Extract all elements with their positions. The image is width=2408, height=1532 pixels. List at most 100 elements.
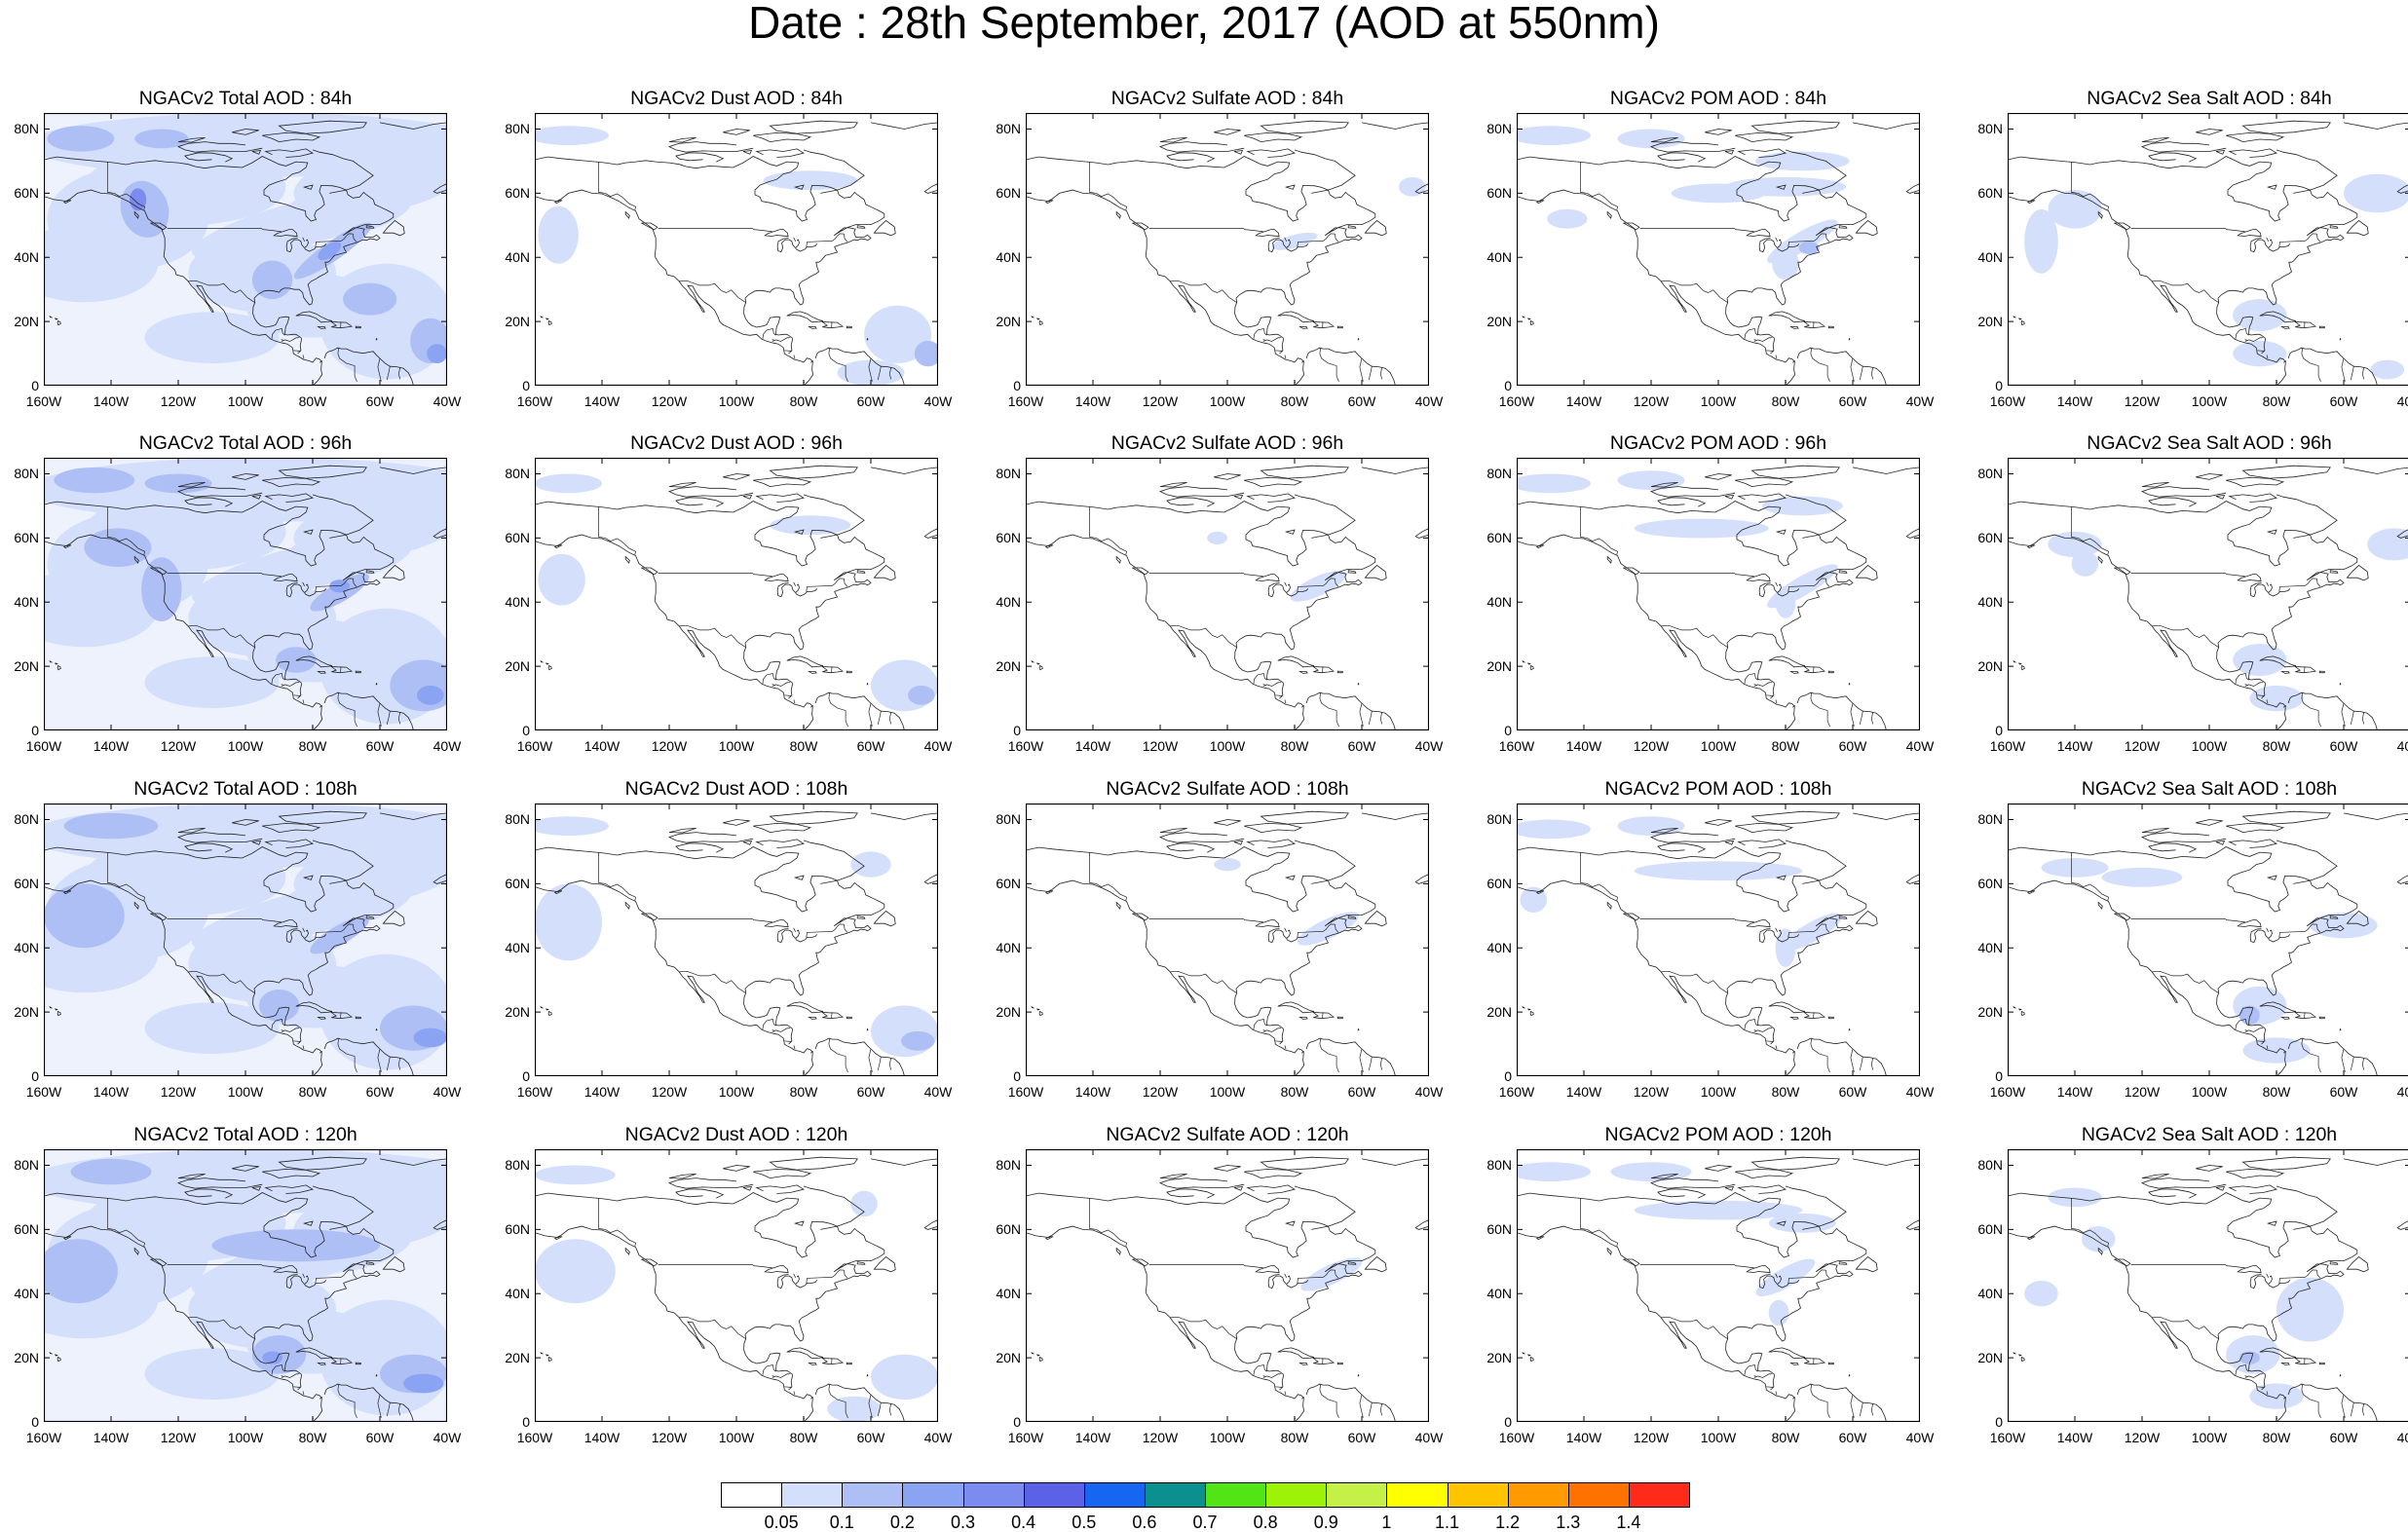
y-tick-label: 0 (0, 1414, 39, 1430)
y-tick-label: 60N (1964, 876, 2003, 891)
colorbar-swatch (1326, 1482, 1387, 1508)
y-tick-label: 80N (982, 811, 1021, 827)
x-tick-label: 80W (782, 1084, 825, 1100)
y-tick-label: 40N (982, 594, 1021, 610)
x-tick-label: 100W (224, 1430, 267, 1445)
y-tick-label: 80N (491, 121, 530, 136)
panel-title: NGACv2 POM AOD : 108h (1517, 778, 1920, 800)
x-tick-label: 140W (1562, 1430, 1605, 1445)
y-tick-label: 40N (491, 249, 530, 265)
x-tick-label: 120W (1630, 1084, 1673, 1100)
x-tick-label: 100W (1206, 393, 1249, 409)
x-tick-label: 80W (1764, 393, 1807, 409)
colorbar-label: 1.2 (1488, 1513, 1527, 1532)
colorbar-swatch (1448, 1482, 1509, 1508)
x-tick-label: 40W (1899, 738, 1941, 754)
x-tick-label: 120W (1630, 738, 1673, 754)
y-tick-label: 40N (0, 940, 39, 955)
x-tick-label: 60W (1340, 1084, 1383, 1100)
colorbar-swatch (1084, 1482, 1146, 1508)
x-tick-label: 60W (2322, 738, 2365, 754)
y-tick-label: 20N (0, 658, 39, 674)
x-tick-label: 120W (2121, 1084, 2163, 1100)
x-tick-label: 60W (2322, 1084, 2365, 1100)
x-tick-label: 60W (849, 1084, 892, 1100)
x-tick-label: 40W (426, 738, 469, 754)
panel-title: NGACv2 Sulfate AOD : 120h (1026, 1124, 1429, 1145)
x-tick-label: 120W (1139, 1430, 1182, 1445)
x-tick-label: 60W (358, 1084, 401, 1100)
x-tick-label: 140W (90, 738, 132, 754)
y-tick-label: 80N (491, 811, 530, 827)
x-tick-label: 60W (1831, 393, 1874, 409)
y-tick-label: 0 (982, 723, 1021, 738)
x-tick-label: 40W (2389, 1084, 2408, 1100)
x-tick-label: 160W (1986, 1430, 2029, 1445)
x-tick-label: 120W (2121, 1430, 2163, 1445)
x-tick-label: 40W (426, 1084, 469, 1100)
x-tick-label: 40W (1408, 738, 1450, 754)
y-tick-label: 20N (1473, 1004, 1512, 1020)
y-tick-label: 0 (0, 1068, 39, 1084)
y-tick-label: 0 (0, 378, 39, 393)
colorbar-swatch (1568, 1482, 1630, 1508)
x-tick-label: 120W (1630, 1430, 1673, 1445)
aod-field (44, 1149, 447, 1422)
y-tick-label: 80N (0, 1157, 39, 1173)
y-tick-label: 60N (1473, 1221, 1512, 1237)
colorbar-label: 0.2 (883, 1513, 922, 1532)
x-tick-label: 100W (715, 393, 758, 409)
x-tick-label: 60W (1831, 1430, 1874, 1445)
x-tick-label: 160W (1495, 738, 1538, 754)
x-tick-label: 80W (1764, 1084, 1807, 1100)
x-tick-label: 40W (1899, 1430, 1941, 1445)
x-tick-label: 100W (2188, 738, 2231, 754)
x-tick-label: 160W (513, 738, 556, 754)
page-title: Date : 28th September, 2017 (AOD at 550n… (0, 0, 2408, 45)
x-tick-label: 100W (2188, 1084, 2231, 1100)
y-tick-label: 0 (1964, 723, 2003, 738)
x-tick-label: 140W (1562, 738, 1605, 754)
colorbar-label: 0.5 (1065, 1513, 1104, 1532)
y-tick-label: 20N (1473, 1350, 1512, 1365)
y-tick-label: 0 (0, 723, 39, 738)
y-tick-label: 80N (1473, 811, 1512, 827)
panel-title: NGACv2 POM AOD : 84h (1517, 88, 1920, 109)
y-tick-label: 80N (1964, 1157, 2003, 1173)
colorbar-swatch (1205, 1482, 1266, 1508)
y-tick-label: 0 (491, 378, 530, 393)
x-tick-label: 60W (2322, 1430, 2365, 1445)
x-tick-label: 60W (358, 1430, 401, 1445)
x-tick-label: 100W (715, 1430, 758, 1445)
x-tick-label: 160W (1495, 1084, 1538, 1100)
x-tick-label: 40W (2389, 393, 2408, 409)
y-tick-label: 40N (1964, 594, 2003, 610)
x-tick-label: 60W (1340, 738, 1383, 754)
y-tick-label: 0 (1473, 1068, 1512, 1084)
x-tick-label: 60W (1831, 738, 1874, 754)
y-tick-label: 60N (1473, 876, 1512, 891)
y-tick-label: 60N (491, 1221, 530, 1237)
colorbar-label: 0.4 (1004, 1513, 1043, 1532)
panel-title: NGACv2 Sea Salt AOD : 84h (2008, 88, 2408, 109)
y-tick-label: 80N (0, 121, 39, 136)
colorbar-label: 0.7 (1185, 1513, 1224, 1532)
x-tick-label: 60W (358, 738, 401, 754)
x-tick-label: 120W (648, 1430, 691, 1445)
y-tick-label: 20N (1964, 1004, 2003, 1020)
y-tick-label: 60N (1964, 185, 2003, 201)
y-tick-label: 20N (0, 1004, 39, 1020)
x-tick-label: 120W (157, 1084, 200, 1100)
x-tick-label: 160W (1004, 738, 1047, 754)
x-tick-label: 100W (224, 393, 267, 409)
